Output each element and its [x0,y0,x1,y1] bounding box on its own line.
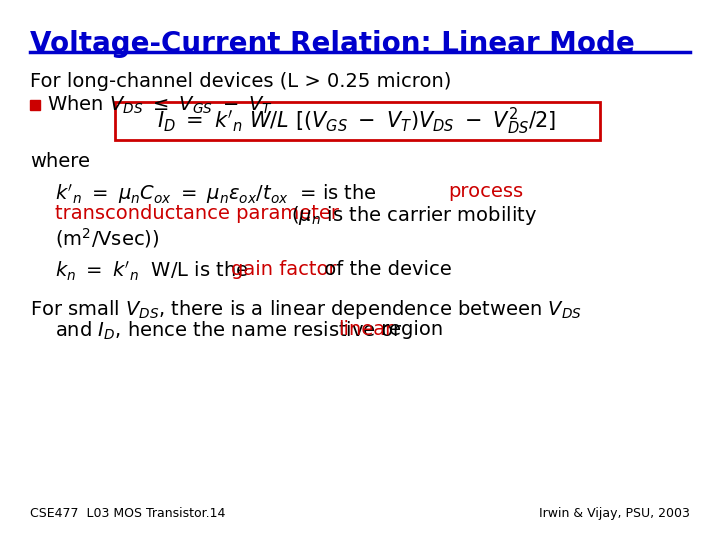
Text: linear: linear [338,320,393,339]
Text: Voltage-Current Relation: Linear Mode: Voltage-Current Relation: Linear Mode [30,30,635,58]
Text: When $V_{DS}\ \leq\ V_{GS}\ -\ V_T$: When $V_{DS}\ \leq\ V_{GS}\ -\ V_T$ [47,94,273,116]
Bar [30,100,40,110]
Text: process: process [448,182,523,201]
Text: For long-channel devices (L > 0.25 micron): For long-channel devices (L > 0.25 micro… [30,72,451,91]
Text: transconductance parameter: transconductance parameter [55,204,339,223]
Text: (m$^2$/Vsec)): (m$^2$/Vsec)) [55,226,159,250]
FancyBboxPatch shape [115,102,600,140]
Text: ($\mu_n$ is the carrier mobility: ($\mu_n$ is the carrier mobility [285,204,537,227]
Text: $k'_n\ =\ \mu_n C_{ox}\ =\ \mu_n \varepsilon_{ox}/t_{ox}$  = is the: $k'_n\ =\ \mu_n C_{ox}\ =\ \mu_n \vareps… [55,182,378,206]
Text: of the device: of the device [318,260,451,279]
Text: region: region [375,320,443,339]
Text: gain factor: gain factor [231,260,337,279]
Text: $I_D\ =\ k'_n\ W/L\ [(V_{GS}\ -\ V_T)V_{DS}\ -\ V_{DS}^{2}/2]$: $I_D\ =\ k'_n\ W/L\ [(V_{GS}\ -\ V_T)V_{… [158,105,557,137]
Text: CSE477  L03 MOS Transistor.14: CSE477 L03 MOS Transistor.14 [30,507,225,520]
Text: Irwin & Vijay, PSU, 2003: Irwin & Vijay, PSU, 2003 [539,507,690,520]
Text: $k_n\ =\ k'_n$  W/L is the: $k_n\ =\ k'_n$ W/L is the [55,260,250,284]
Text: where: where [30,152,90,171]
Text: For small $V_{DS}$, there is a linear dependence between $V_{DS}$: For small $V_{DS}$, there is a linear de… [30,298,582,321]
Text: and $I_D$, hence the name resistive or: and $I_D$, hence the name resistive or [55,320,403,342]
